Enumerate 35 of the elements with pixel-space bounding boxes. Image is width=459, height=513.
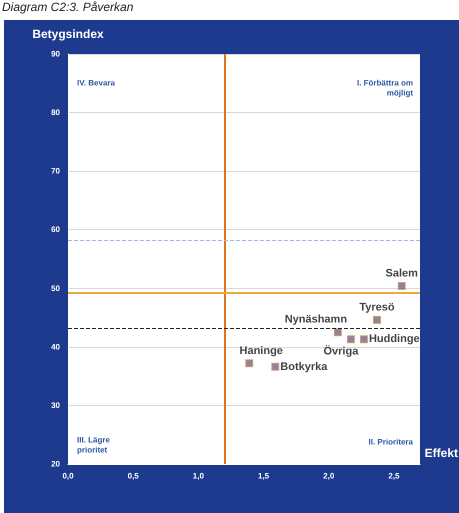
y-tick-label: 80 bbox=[51, 108, 61, 118]
point bbox=[360, 335, 368, 344]
x-tick-label: 2,0 bbox=[323, 472, 335, 480]
y-tick-label: 40 bbox=[51, 342, 61, 352]
point bbox=[334, 328, 342, 336]
annotation: Salem bbox=[386, 267, 418, 280]
y-tick-label: 70 bbox=[51, 166, 61, 176]
annotation: Nynäshamn bbox=[284, 314, 348, 326]
point bbox=[245, 359, 254, 368]
y-tick-label: 60 bbox=[51, 225, 61, 234]
annotation: Botkyrka bbox=[280, 360, 328, 373]
annotation: Huddinge bbox=[368, 333, 420, 346]
x-tick-label: 2,5 bbox=[388, 472, 400, 480]
x-tick-label: 0,0 bbox=[62, 472, 74, 480]
y-tick-label: 20 bbox=[51, 460, 61, 468]
annotation: Haninge bbox=[240, 344, 283, 357]
x-tick-label: 0,5 bbox=[128, 472, 140, 480]
point bbox=[271, 362, 280, 371]
x-tick-label: 1,5 bbox=[258, 472, 270, 480]
annotation: III. Lägre prioritet bbox=[77, 436, 110, 454]
annotation: Tyresö bbox=[359, 301, 395, 314]
x-axis-title: Effekt bbox=[424, 446, 458, 460]
annotation: IV. Bevara bbox=[77, 78, 116, 88]
chart-title: Diagram C2:3. Påverkan bbox=[2, 0, 134, 16]
annotation: II. Prioritera bbox=[368, 438, 414, 446]
x-tick-label: 1,0 bbox=[192, 472, 204, 480]
annotation: Övriga bbox=[323, 344, 360, 358]
point bbox=[346, 335, 355, 344]
point bbox=[372, 316, 381, 324]
y-tick-label: 50 bbox=[51, 284, 61, 293]
annotation: I. Förbättra om möjligt bbox=[356, 78, 414, 98]
y-tick-label: 30 bbox=[51, 400, 61, 410]
y-tick-label: 90 bbox=[51, 50, 61, 58]
y-axis-title: Betygsindex bbox=[32, 27, 104, 41]
point bbox=[398, 282, 406, 290]
